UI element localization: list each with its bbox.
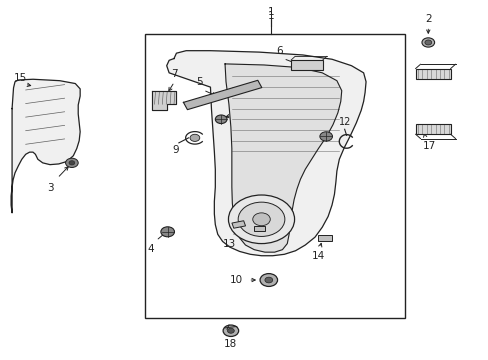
Bar: [318, 235, 331, 242]
Circle shape: [69, 161, 75, 165]
Bar: [290, 60, 322, 70]
Bar: [415, 123, 450, 134]
Text: 18: 18: [224, 339, 237, 349]
Text: 1: 1: [267, 7, 274, 17]
Text: 3: 3: [46, 183, 53, 193]
Text: 10: 10: [229, 275, 242, 285]
Text: 15: 15: [14, 73, 27, 83]
Circle shape: [238, 202, 285, 237]
Circle shape: [264, 277, 272, 283]
Bar: [254, 226, 264, 231]
Polygon shape: [183, 80, 261, 110]
Text: 17: 17: [422, 141, 435, 151]
Text: 9: 9: [172, 145, 179, 156]
Bar: [231, 221, 245, 228]
Text: 16: 16: [436, 68, 449, 78]
Circle shape: [227, 328, 234, 333]
Circle shape: [215, 115, 226, 123]
Text: 1: 1: [267, 11, 274, 21]
Circle shape: [190, 134, 200, 141]
Circle shape: [260, 274, 277, 287]
Text: 7: 7: [171, 69, 178, 79]
Text: 14: 14: [312, 251, 325, 261]
Circle shape: [424, 40, 431, 45]
Polygon shape: [152, 91, 176, 111]
Polygon shape: [224, 64, 341, 252]
Circle shape: [252, 213, 270, 226]
Bar: [415, 68, 450, 79]
Circle shape: [161, 227, 174, 237]
Text: 11: 11: [314, 114, 326, 125]
Circle shape: [228, 195, 294, 244]
Text: 12: 12: [338, 117, 350, 127]
Text: 6: 6: [276, 46, 282, 56]
Polygon shape: [166, 51, 366, 256]
Text: 2: 2: [424, 14, 431, 23]
Text: 8: 8: [242, 102, 248, 112]
Circle shape: [319, 132, 332, 141]
Circle shape: [223, 325, 238, 337]
Bar: [144, 33, 404, 318]
Circle shape: [65, 158, 78, 167]
Polygon shape: [11, 79, 80, 213]
Text: 5: 5: [196, 77, 203, 87]
Text: 4: 4: [147, 244, 154, 254]
Circle shape: [421, 38, 434, 47]
Text: 13: 13: [223, 239, 236, 249]
